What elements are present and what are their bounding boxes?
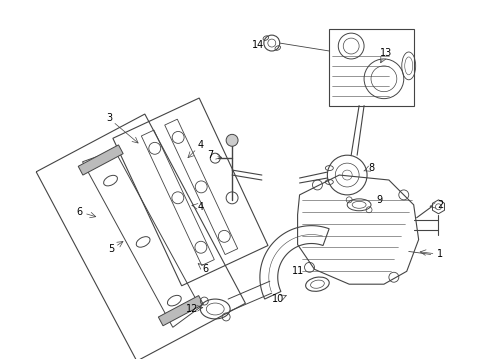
Text: 6: 6 [202, 264, 208, 274]
Polygon shape [78, 145, 123, 175]
Text: 4: 4 [197, 202, 203, 212]
Circle shape [226, 134, 238, 146]
Text: 14: 14 [252, 40, 264, 50]
Text: 13: 13 [380, 48, 392, 58]
Polygon shape [158, 296, 203, 326]
Text: 11: 11 [292, 266, 304, 276]
Text: 3: 3 [106, 113, 112, 123]
Text: 10: 10 [271, 294, 284, 304]
Text: 6: 6 [76, 207, 82, 217]
Text: 2: 2 [438, 200, 443, 210]
Text: 8: 8 [368, 163, 374, 173]
Text: 5: 5 [108, 244, 114, 255]
Text: 12: 12 [186, 304, 198, 314]
Text: 1: 1 [438, 249, 443, 260]
Text: 7: 7 [207, 150, 214, 160]
Text: 4: 4 [197, 140, 203, 150]
Text: 9: 9 [376, 195, 382, 205]
